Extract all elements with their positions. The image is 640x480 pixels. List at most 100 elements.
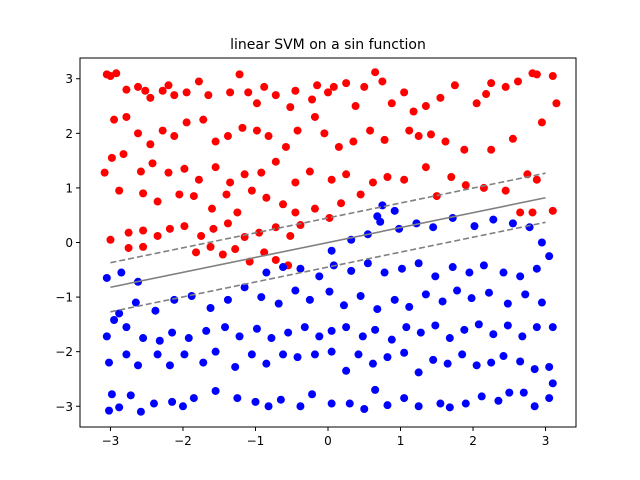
data-point-series-0-32 (409, 107, 418, 116)
data-point-series-0-46 (110, 115, 119, 124)
data-point-series-1-17 (345, 399, 354, 408)
x-tick-label-0: −3 (102, 434, 120, 448)
data-point-series-1-7 (178, 402, 187, 411)
data-point-series-1-39 (199, 358, 208, 367)
x-tick-label-6: 3 (542, 434, 550, 448)
data-point-series-0-116 (124, 228, 133, 237)
data-point-series-0-81 (211, 163, 220, 172)
data-point-series-0-39 (501, 82, 510, 91)
data-point-series-0-64 (349, 137, 358, 146)
data-point-series-1-116 (484, 288, 493, 297)
data-point-series-0-141 (115, 186, 124, 195)
data-point-series-0-30 (387, 99, 396, 108)
data-point-series-1-156 (373, 212, 382, 221)
data-point-series-0-115 (337, 199, 346, 208)
data-point-series-0-15 (244, 88, 253, 97)
data-point-series-0-44 (548, 72, 557, 81)
data-point-series-1-72 (235, 332, 244, 341)
data-point-series-0-2 (112, 69, 121, 78)
data-point-series-1-133 (431, 272, 440, 281)
data-point-series-1-63 (102, 332, 111, 341)
y-tick-label-3: 0 (65, 236, 73, 250)
data-point-series-0-52 (182, 118, 191, 127)
data-point-series-1-14 (296, 402, 305, 411)
data-point-series-1-24 (445, 403, 454, 412)
data-point-series-1-83 (402, 323, 411, 332)
data-point-series-1-111 (405, 302, 414, 311)
data-point-series-1-92 (532, 323, 541, 332)
data-point-series-0-111 (279, 200, 288, 209)
data-point-series-1-93 (548, 323, 557, 332)
data-point-series-1-48 (342, 366, 351, 375)
data-point-series-0-104 (175, 190, 184, 199)
data-point-series-1-1 (107, 390, 116, 399)
data-point-series-1-135 (465, 268, 474, 277)
data-point-series-1-89 (489, 330, 498, 339)
data-point-series-1-15 (308, 390, 317, 399)
data-point-series-1-84 (416, 328, 425, 337)
data-point-series-0-25 (342, 79, 351, 88)
data-point-series-1-20 (383, 401, 392, 410)
data-point-series-1-125 (296, 264, 305, 273)
y-tick-label-4: 1 (65, 181, 73, 195)
data-point-series-0-72 (487, 145, 496, 154)
data-point-series-1-65 (122, 323, 131, 332)
data-point-series-0-20 (291, 86, 300, 95)
data-point-series-0-51 (170, 132, 179, 141)
data-point-series-0-33 (421, 102, 430, 111)
data-point-series-1-146 (429, 223, 438, 232)
data-point-series-0-63 (334, 142, 343, 151)
data-point-series-1-64 (110, 316, 119, 325)
data-point-series-1-120 (102, 273, 111, 282)
data-point-series-1-26 (477, 392, 486, 401)
data-point-series-1-32 (548, 379, 557, 388)
data-point-series-1-49 (354, 350, 363, 359)
data-point-series-0-26 (351, 102, 360, 111)
data-point-series-0-55 (223, 132, 232, 141)
data-point-series-1-54 (429, 355, 438, 364)
data-point-series-0-119 (165, 224, 174, 233)
data-point-series-0-53 (199, 115, 208, 124)
data-point-series-1-50 (368, 359, 377, 368)
data-point-series-0-9 (170, 91, 179, 100)
data-point-series-1-29 (519, 388, 528, 397)
data-point-series-0-7 (158, 86, 167, 95)
data-point-series-1-105 (305, 295, 314, 304)
data-point-series-0-61 (310, 112, 319, 121)
data-point-series-0-16 (252, 99, 261, 108)
data-point-series-0-45 (552, 99, 561, 108)
data-point-series-1-58 (487, 358, 496, 367)
data-point-series-0-58 (264, 132, 273, 141)
data-point-series-0-127 (286, 231, 295, 240)
data-point-series-1-2 (115, 403, 124, 412)
data-point-series-1-98 (187, 291, 196, 300)
data-point-series-1-25 (461, 399, 470, 408)
data-point-series-0-34 (436, 93, 445, 102)
data-point-series-1-119 (537, 298, 546, 307)
data-point-series-0-85 (271, 157, 280, 166)
data-point-series-0-94 (421, 163, 430, 172)
data-point-series-1-112 (421, 290, 430, 299)
data-point-series-0-132 (231, 245, 240, 254)
chart-title: linear SVM on a sin function (230, 37, 426, 53)
data-point-series-0-74 (107, 153, 116, 162)
data-point-series-0-131 (218, 250, 227, 259)
data-point-series-1-10 (233, 394, 242, 403)
data-point-series-1-74 (267, 334, 276, 343)
data-point-series-1-139 (532, 264, 541, 273)
data-point-series-0-91 (368, 178, 377, 187)
data-point-series-0-110 (262, 193, 271, 202)
data-point-series-0-49 (146, 140, 155, 149)
data-point-series-0-120 (180, 222, 189, 231)
data-point-series-0-134 (260, 248, 269, 257)
data-point-series-1-75 (284, 328, 293, 337)
data-point-series-0-23 (324, 88, 332, 97)
data-point-series-0-97 (461, 181, 470, 190)
data-point-series-1-19 (371, 385, 380, 394)
data-point-series-0-82 (226, 178, 235, 187)
data-point-series-1-128 (347, 266, 356, 275)
data-point-series-1-79 (342, 323, 351, 332)
data-point-series-0-137 (124, 243, 133, 252)
data-point-series-1-12 (264, 402, 273, 411)
data-point-series-1-69 (184, 334, 193, 343)
